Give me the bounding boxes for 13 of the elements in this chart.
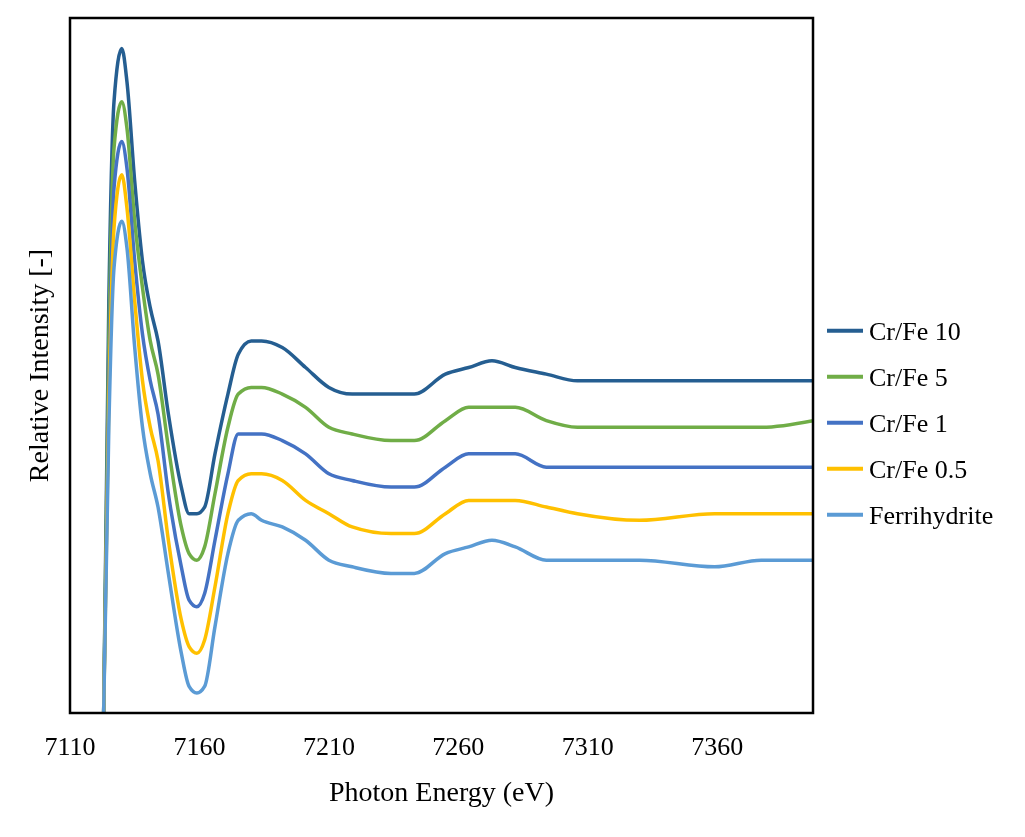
x-axis-title: Photon Energy (eV) [329,776,554,807]
x-tick-label: 7210 [302,732,355,761]
legend-label: Cr/Fe 1 [869,408,948,438]
legend-label: Cr/Fe 5 [869,362,948,392]
y-axis-title: Relative Intensity [-] [23,248,54,483]
legend-label: Ferrihydrite [869,500,994,530]
x-tick-label: 7310 [561,732,614,761]
x-tick-label: 7260 [432,732,485,761]
x-tick-label: 7360 [691,732,744,761]
x-tick-label: 7110 [44,732,96,761]
legend-label: Cr/Fe 0.5 [869,454,968,484]
x-tick-label: 7160 [173,732,226,761]
legend-label: Cr/Fe 10 [869,316,961,346]
